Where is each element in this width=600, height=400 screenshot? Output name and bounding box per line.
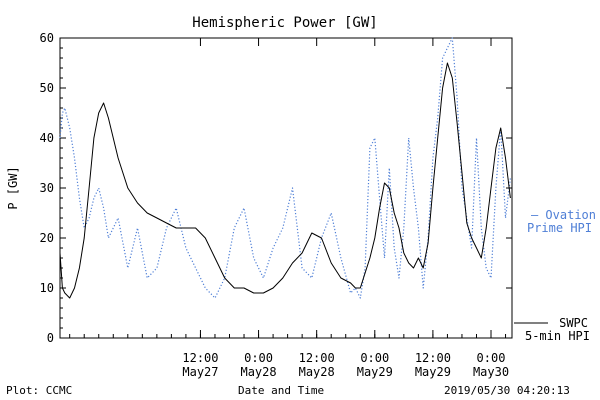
legend-swpc: SWPC 5-min HPI bbox=[514, 316, 590, 343]
x-tick-date-3: May29 bbox=[357, 365, 393, 379]
y-tick-label-30: 30 bbox=[40, 181, 54, 195]
chart-title: Hemispheric Power [GW] bbox=[192, 15, 377, 31]
legend-swpc-line2: 5-min HPI bbox=[525, 329, 590, 343]
series-swpc-line bbox=[59, 62, 511, 299]
y-tick-label-0: 0 bbox=[47, 331, 54, 345]
legend-swpc-line1: SWPC bbox=[559, 316, 588, 330]
x-tick-date-2: May28 bbox=[299, 365, 335, 379]
footer-credit: Plot: CCMC bbox=[6, 384, 73, 397]
x-tick-time-1: 0:00 bbox=[244, 351, 273, 365]
x-tick-time-4: 12:00 bbox=[415, 351, 451, 365]
x-tick-time-2: 12:00 bbox=[299, 351, 335, 365]
footer-timestamp: 2019/05/30 04:20:13 bbox=[444, 384, 570, 397]
legend-ovation-line2: Prime HPI bbox=[527, 221, 592, 235]
x-tick-date-1: May28 bbox=[240, 365, 276, 379]
x-tick-time-3: 0:00 bbox=[360, 351, 389, 365]
series-ovation-line bbox=[59, 37, 511, 299]
legend-ovation: — Ovation Prime HPI bbox=[527, 208, 596, 235]
y-axis-label: P [GW] bbox=[6, 166, 20, 209]
legend-ovation-line1: — Ovation bbox=[531, 208, 596, 222]
x-tick-time-5: 0:00 bbox=[477, 351, 506, 365]
x-tick-date-4: May29 bbox=[415, 365, 451, 379]
x-tick-date-0: May27 bbox=[182, 365, 218, 379]
y-tick-label-10: 10 bbox=[40, 281, 54, 295]
y-tick-label-20: 20 bbox=[40, 231, 54, 245]
x-axis-label: Date and Time bbox=[238, 384, 325, 397]
y-tick-label-50: 50 bbox=[40, 81, 54, 95]
x-tick-time-0: 12:00 bbox=[182, 351, 218, 365]
x-tick-date-5: May30 bbox=[473, 365, 509, 379]
y-tick-label-40: 40 bbox=[40, 131, 54, 145]
y-tick-label-60: 60 bbox=[40, 31, 54, 45]
